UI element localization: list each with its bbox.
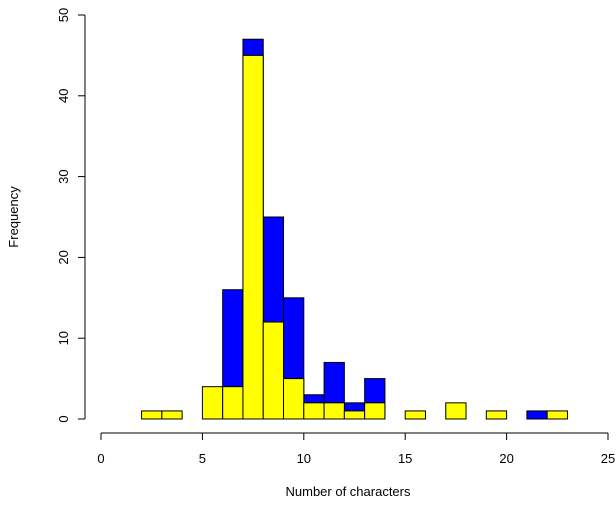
y-tick-label: 10: [56, 331, 71, 345]
y-tick-label: 20: [56, 250, 71, 264]
histogram-bar: [161, 410, 183, 420]
x-tick-label: 5: [199, 451, 206, 466]
y-tick-label: 0: [56, 415, 71, 422]
histogram-bar: [364, 402, 386, 420]
histogram-bar: [222, 386, 244, 420]
x-axis-title: Number of characters: [286, 484, 411, 499]
y-tick-label: 50: [56, 8, 71, 22]
x-tick-label: 25: [601, 451, 615, 466]
x-tick-label: 10: [297, 451, 311, 466]
histogram-bar: [283, 378, 305, 420]
y-tick-label: 30: [56, 169, 71, 183]
histogram-bar: [242, 54, 264, 420]
histogram-bar: [201, 386, 224, 420]
histogram-bar: [526, 410, 548, 420]
histogram-bar: [485, 410, 508, 420]
histogram-bar: [323, 402, 345, 420]
y-axis-title: Frequency: [6, 186, 21, 248]
histogram-bar: [141, 410, 163, 420]
histogram-bar: [445, 402, 467, 420]
histogram-bar: [404, 410, 426, 420]
x-tick-label: 20: [499, 451, 513, 466]
histogram-bar: [262, 321, 285, 420]
histogram-bar: [303, 402, 325, 420]
x-tick-label: 0: [97, 451, 104, 466]
histogram-bar: [343, 410, 366, 420]
y-tick-label: 40: [56, 89, 71, 103]
x-tick-label: 15: [398, 451, 412, 466]
histogram-bar: [546, 410, 568, 420]
